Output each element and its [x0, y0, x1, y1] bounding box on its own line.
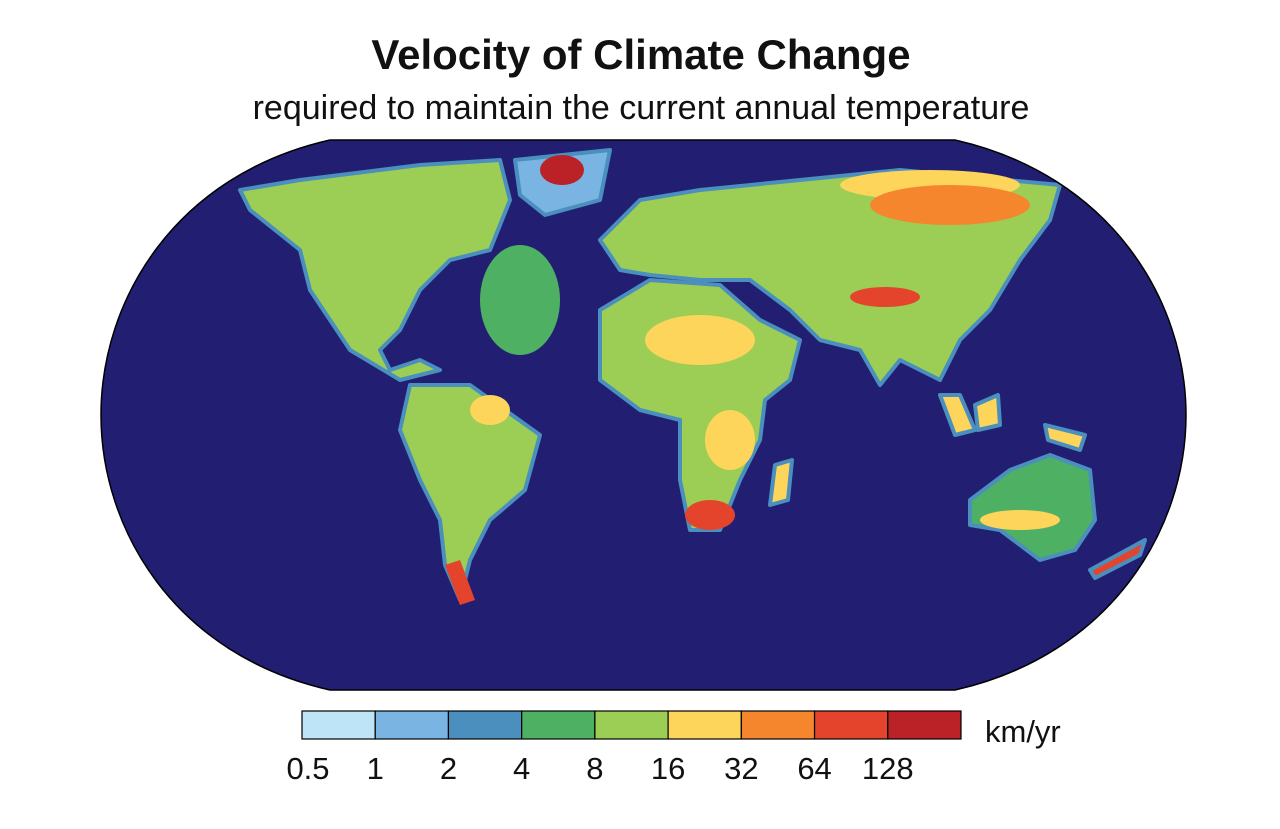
- legend-swatch: [374, 710, 450, 740]
- legend-tick-label: 8: [586, 751, 603, 786]
- new-guinea: [1043, 423, 1087, 452]
- australia: [968, 453, 1097, 562]
- patch: [850, 287, 920, 307]
- legend-tick-label: 2: [440, 751, 457, 786]
- legend-swatch: [813, 710, 889, 740]
- legend-tick-label: 16: [651, 751, 685, 786]
- legend: km/yr 0.5 1 2 4 8 16 32 64 128: [286, 710, 1061, 786]
- legend-tick-label: 64: [797, 751, 831, 786]
- patch: [645, 315, 755, 365]
- legend-tick-label: 4: [513, 751, 530, 786]
- patch: [980, 510, 1060, 530]
- patch: [445, 560, 475, 605]
- map: [100, 139, 1187, 691]
- new-zealand: [1088, 538, 1147, 580]
- hotspots: [445, 155, 1060, 605]
- legend-swatch: [447, 710, 523, 740]
- sumatra: [938, 393, 977, 437]
- legend-tick-label: 0.5: [286, 751, 329, 786]
- borneo: [973, 393, 1002, 432]
- north-america: [238, 158, 512, 382]
- legend-swatch: [594, 710, 669, 740]
- legend-tick-label: 128: [862, 751, 914, 786]
- patch: [480, 245, 560, 355]
- legend-swatch: [887, 710, 962, 740]
- madagascar: [768, 458, 794, 507]
- legend-unit: km/yr: [985, 714, 1061, 749]
- legend-swatch: [301, 710, 376, 740]
- legend-swatch: [667, 710, 742, 740]
- patch: [685, 500, 735, 530]
- legend-swatch: [740, 710, 816, 740]
- patch: [540, 155, 584, 185]
- patch: [870, 185, 1030, 225]
- patch: [705, 410, 755, 470]
- legend-tick-label: 1: [367, 751, 384, 786]
- patch: [470, 395, 510, 425]
- title: Velocity of Climate Change: [371, 31, 910, 78]
- legend-tick-label: 32: [724, 751, 758, 786]
- map-border: [100, 139, 1187, 691]
- legend-swatch: [521, 710, 596, 740]
- subtitle: required to maintain the current annual …: [253, 89, 1030, 127]
